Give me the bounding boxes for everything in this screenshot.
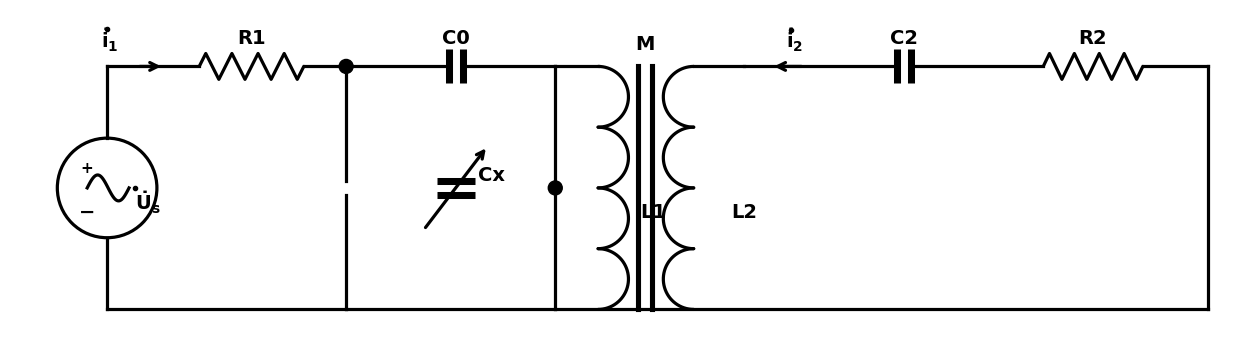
Text: $\mathbf{\dot{U}_s}$: $\mathbf{\dot{U}_s}$	[135, 190, 161, 216]
Text: R1: R1	[237, 29, 266, 48]
Circle shape	[549, 181, 563, 195]
Text: −: −	[79, 203, 95, 222]
Text: M: M	[636, 35, 654, 54]
Text: L1: L1	[639, 203, 665, 222]
Text: R2: R2	[1079, 29, 1108, 48]
Text: +: +	[81, 161, 94, 175]
Text: $\mathbf{\dot{i}_2}$: $\mathbf{\dot{i}_2}$	[786, 27, 803, 54]
Circle shape	[339, 59, 353, 73]
Text: C2: C2	[890, 29, 918, 48]
Text: Cx: Cx	[477, 167, 504, 186]
Text: L2: L2	[731, 203, 757, 222]
Text: $\mathbf{\dot{i}_1}$: $\mathbf{\dot{i}_1}$	[102, 27, 119, 54]
Text: C0: C0	[442, 29, 470, 48]
